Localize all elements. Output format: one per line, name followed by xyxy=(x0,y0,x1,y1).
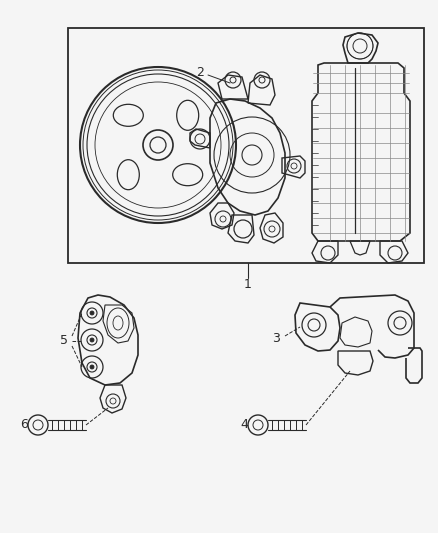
Circle shape xyxy=(90,365,94,369)
Bar xyxy=(68,28,424,263)
Text: 2: 2 xyxy=(196,67,204,79)
Text: 6: 6 xyxy=(20,418,28,432)
Text: 4: 4 xyxy=(240,418,248,432)
Text: 3: 3 xyxy=(272,332,280,344)
Circle shape xyxy=(90,311,94,315)
Text: 5: 5 xyxy=(60,335,68,348)
Circle shape xyxy=(90,338,94,342)
Text: 1: 1 xyxy=(244,279,252,292)
